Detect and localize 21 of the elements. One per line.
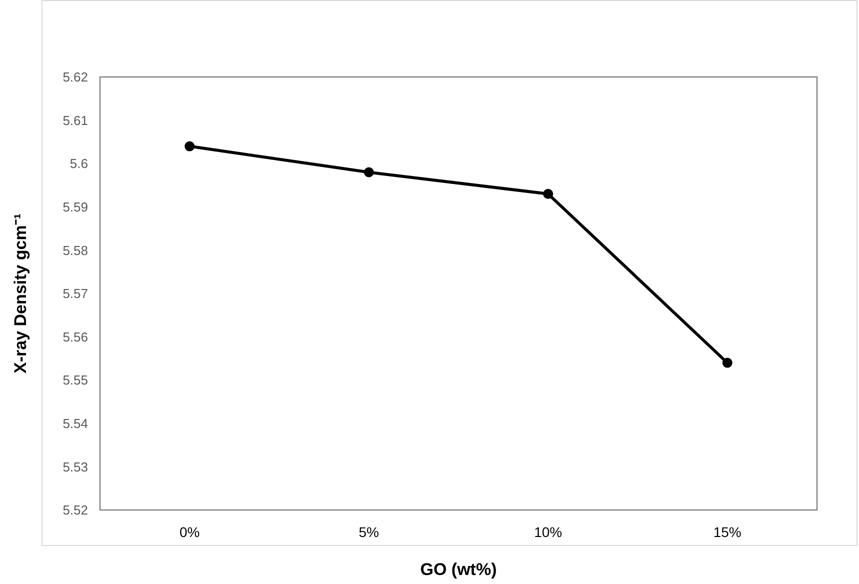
x-tick-label: 15% (713, 524, 742, 540)
y-tick-label: 5.55 (62, 372, 88, 388)
point (543, 188, 554, 199)
x-tick-label: 0% (180, 524, 200, 540)
x-tick-label: 5% (358, 524, 379, 540)
x-axis-title: GO (wt%) (420, 560, 497, 579)
y-tick-label: 5.54 (62, 416, 88, 431)
y-tick-label: 5.59 (62, 199, 88, 214)
y-tick-label: 5.53 (62, 459, 88, 474)
y-tick-label: 5.52 (62, 502, 88, 518)
y-tick-label: 5.62 (62, 70, 88, 85)
y-tick-label: 5.61 (62, 112, 88, 128)
y-tick-label: 5.58 (62, 242, 88, 258)
point (184, 141, 195, 152)
y-tick-label: 5.56 (62, 329, 88, 344)
point (722, 358, 732, 368)
y-tick-label: 5.57 (62, 286, 88, 302)
y-tick-label: 5.6 (70, 156, 88, 172)
point (364, 167, 374, 178)
x-tick-label: 10% (534, 524, 562, 540)
y-axis-title: X-ray Density gcm⁻¹ (11, 213, 30, 374)
